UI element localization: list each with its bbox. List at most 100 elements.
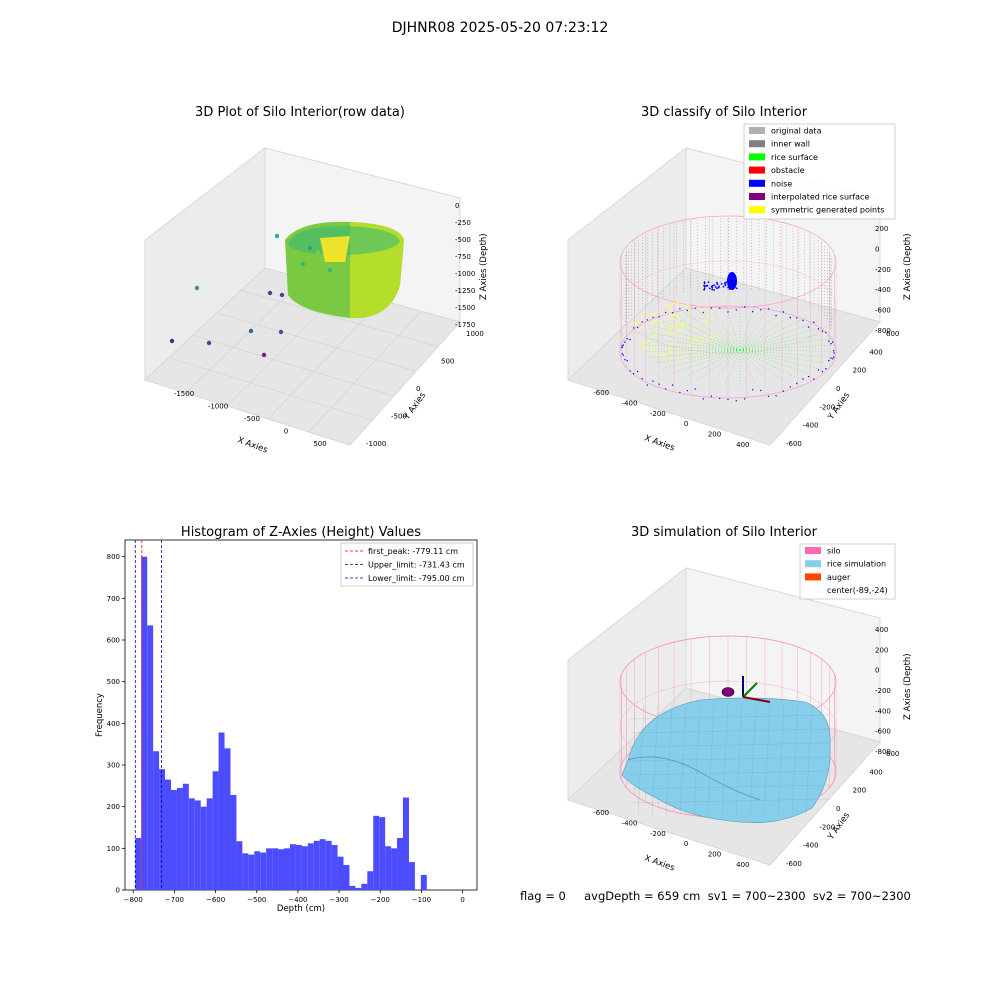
histogram-bar bbox=[331, 845, 338, 890]
z-tick-label: 200 bbox=[875, 225, 888, 233]
y-tick-label: -400 bbox=[803, 842, 819, 850]
panel-simulation: 3D simulation of Silo Interior X Axies Y… bbox=[567, 525, 913, 874]
symmetric-point bbox=[693, 328, 696, 331]
y-tick-label: 400 bbox=[869, 768, 882, 776]
x-tick-label: 0 bbox=[460, 896, 464, 904]
legend-label: rice surface bbox=[771, 153, 818, 162]
x-tick-label: -1500 bbox=[174, 390, 194, 398]
symmetric-point bbox=[706, 323, 709, 326]
mesh-line bbox=[707, 704, 715, 816]
symmetric-point bbox=[648, 330, 650, 333]
noise-point bbox=[710, 307, 713, 309]
symmetric-point bbox=[640, 313, 643, 316]
y-tick-label: 1000 bbox=[466, 330, 484, 338]
legend-swatch bbox=[749, 153, 765, 161]
noise-point bbox=[719, 397, 721, 400]
noise-point bbox=[629, 370, 631, 372]
noise-point bbox=[821, 370, 824, 373]
histogram-bar bbox=[170, 790, 177, 890]
classify-plot-title: 3D classify of Silo Interior bbox=[641, 105, 808, 120]
x-tick-label: −100 bbox=[412, 896, 431, 904]
scatter-point bbox=[327, 267, 333, 273]
y-tick-label: 0 bbox=[416, 385, 420, 393]
symmetric-point bbox=[691, 337, 694, 340]
x-tick-label: −800 bbox=[124, 896, 143, 904]
x-tick-label: −500 bbox=[247, 896, 266, 904]
legend-swatch bbox=[749, 166, 765, 174]
mesh-line bbox=[629, 770, 831, 776]
mesh-line bbox=[629, 798, 831, 804]
noise-point bbox=[641, 321, 643, 323]
symmetric-point bbox=[707, 333, 709, 336]
noise-point bbox=[833, 356, 835, 358]
x-tick-label: 400 bbox=[736, 861, 749, 869]
noise-point bbox=[629, 338, 631, 341]
histogram-bar bbox=[391, 848, 398, 890]
histogram-bar bbox=[278, 849, 285, 890]
noise-point bbox=[782, 390, 785, 392]
legend-label: rice simulation bbox=[827, 560, 886, 569]
noise-point bbox=[713, 289, 715, 291]
mesh-line bbox=[749, 704, 757, 816]
noise-point bbox=[636, 326, 639, 329]
symmetric-point bbox=[654, 345, 656, 347]
noise-point bbox=[724, 284, 727, 287]
grid-line bbox=[216, 312, 417, 372]
symmetric-point bbox=[669, 343, 672, 346]
legend-label: original data bbox=[771, 127, 822, 136]
legend-label: silo bbox=[827, 547, 841, 556]
legend-label: inner wall bbox=[771, 140, 810, 149]
noise-point bbox=[752, 310, 754, 313]
y-tick-label: 700 bbox=[107, 595, 120, 603]
symmetric-point bbox=[709, 336, 712, 339]
histogram-bar bbox=[403, 797, 409, 890]
x-tick-label: -500 bbox=[244, 415, 260, 423]
histogram-bar bbox=[284, 848, 290, 890]
symmetric-point bbox=[701, 309, 704, 312]
noise-point bbox=[802, 378, 804, 380]
symmetric-point bbox=[652, 313, 655, 316]
noise-point bbox=[716, 283, 719, 286]
z-tick-label: -1750 bbox=[455, 321, 475, 329]
noise-point bbox=[622, 354, 624, 356]
noise-point bbox=[626, 338, 628, 340]
noise-point bbox=[832, 341, 834, 343]
symmetric-point bbox=[681, 356, 683, 359]
noise-point bbox=[767, 308, 770, 310]
mesh-line bbox=[629, 756, 831, 762]
symmetric-point bbox=[701, 343, 704, 346]
rice-surface-ray bbox=[646, 338, 741, 351]
x-tick-label: 400 bbox=[736, 441, 749, 449]
noise-point bbox=[707, 281, 710, 283]
z-tick-label: -600 bbox=[875, 728, 891, 736]
noise-point bbox=[665, 388, 667, 390]
symmetric-point bbox=[679, 311, 682, 314]
symmetric-point bbox=[641, 325, 644, 328]
raw-plot-title: 3D Plot of Silo Interior(row data) bbox=[195, 105, 405, 120]
symmetric-point bbox=[659, 354, 662, 357]
histogram-bar bbox=[206, 798, 213, 890]
noise-point bbox=[723, 282, 726, 284]
y-tick-label: 500 bbox=[441, 358, 454, 366]
histogram-bar bbox=[385, 846, 392, 890]
noise-point bbox=[624, 359, 626, 361]
histogram-bar bbox=[272, 848, 279, 890]
legend-frame bbox=[743, 123, 896, 220]
histogram-bar bbox=[147, 625, 154, 890]
legend-swatch bbox=[805, 560, 821, 568]
rice-surface-ray bbox=[739, 349, 770, 384]
simulation-legend: silo rice simulation auger center(-89,-24) bbox=[799, 543, 896, 600]
noise-point bbox=[743, 306, 746, 308]
histogram-bar bbox=[420, 875, 427, 890]
noise-point bbox=[830, 343, 832, 345]
legend-swatch bbox=[805, 573, 821, 581]
noise-point bbox=[714, 286, 717, 288]
symmetric-point bbox=[654, 328, 657, 331]
histogram-bar bbox=[165, 779, 171, 890]
x-tick-label: −400 bbox=[288, 896, 307, 904]
rice-surface-ray bbox=[684, 349, 741, 378]
histogram-title: Histogram of Z-Axies (Height) Values bbox=[181, 525, 421, 540]
noise-point bbox=[813, 321, 815, 323]
symmetric-point bbox=[677, 358, 680, 361]
legend-swatch bbox=[749, 140, 765, 148]
